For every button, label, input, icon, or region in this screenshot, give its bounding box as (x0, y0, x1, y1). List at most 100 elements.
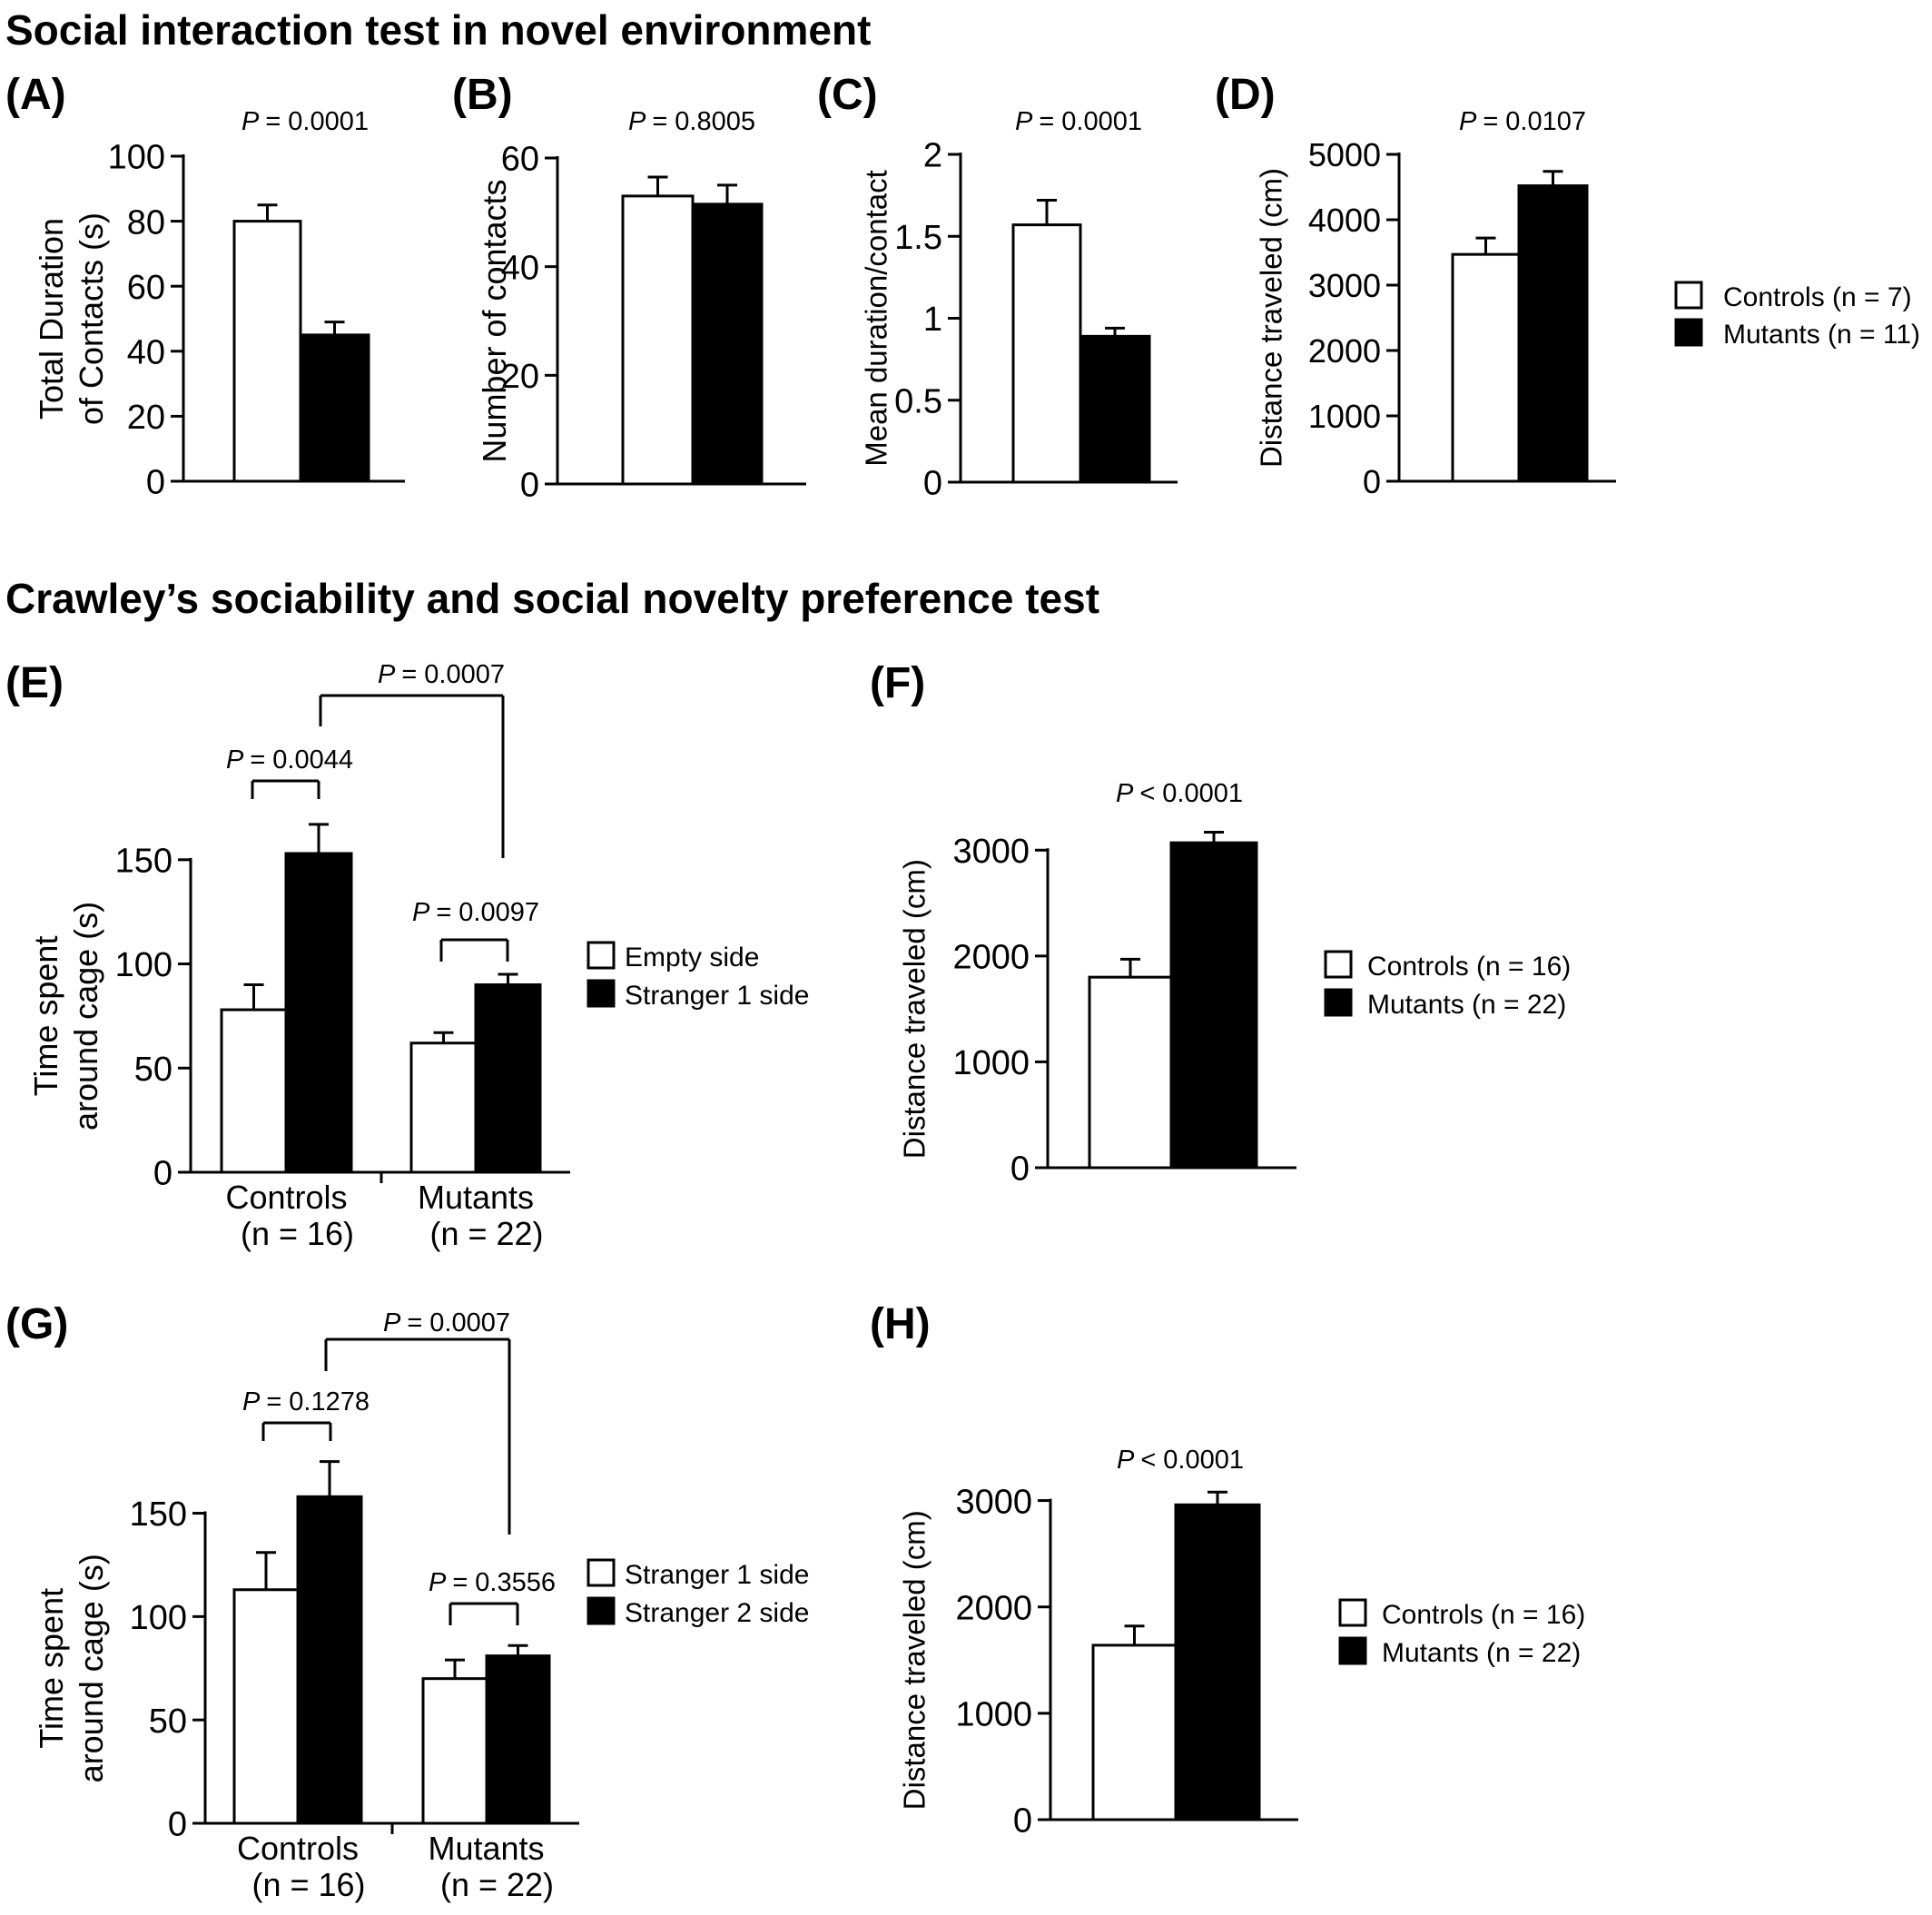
y-tick-label-e: 100 (115, 946, 172, 984)
p-value-b: P = 0.8005 (628, 107, 755, 136)
y-tick-label-g: 50 (149, 1703, 187, 1741)
legend-label-f-0: Controls (n = 16) (1367, 952, 1571, 982)
p-value-f: P < 0.0001 (1116, 779, 1243, 808)
y-tick-label-e: 0 (153, 1155, 172, 1193)
y-tick-label-f: 1000 (952, 1044, 1030, 1082)
legend-swatch-h-0 (1338, 1598, 1367, 1627)
y-tick-label-a: 80 (127, 203, 165, 242)
p-value-h: P < 0.0001 (1117, 1446, 1244, 1475)
p-value-e-1: P = 0.0097 (412, 898, 539, 927)
legend-label-g-0: Stranger 1 side (625, 1560, 809, 1590)
section-title-top: Social interaction test in novel environ… (5, 6, 872, 54)
p-value-g-0: P = 0.1278 (242, 1387, 370, 1417)
legend-label-g-1: Stranger 2 side (625, 1598, 809, 1628)
bar-h-mutants (1174, 1503, 1261, 1821)
legend-label-e-1: Stranger 1 side (625, 981, 809, 1011)
bar-e-group0-series0 (220, 1008, 288, 1174)
legend-label-e-0: Empty side (625, 943, 759, 972)
y-axis-label-e: Time spent (27, 936, 64, 1097)
y-tick-label-e: 150 (115, 843, 172, 881)
y-tick-label-c: 1 (923, 301, 942, 339)
bar-g-group1-series1 (485, 1654, 551, 1825)
panel-label-h: (H) (870, 1300, 931, 1348)
legend-label-d-0: Controls (n = 7) (1723, 282, 1912, 312)
y-axis-label-d: Distance traveled (cm) (1254, 168, 1287, 468)
x-category-label-e: Controls (225, 1179, 347, 1216)
y-tick-label-a: 60 (127, 269, 165, 307)
legend-swatch-e-1 (586, 979, 616, 1008)
y-tick-label-c: 1.5 (894, 219, 942, 257)
panel-label-c: (C) (817, 71, 878, 119)
p-value-e-0: P = 0.0044 (226, 745, 353, 775)
panel-label-b: (B) (452, 71, 513, 119)
bar-c-controls (1011, 223, 1082, 484)
panel-label-e: (E) (5, 659, 64, 707)
y-tick-label-c: 0 (923, 465, 942, 503)
bar-f-mutants (1169, 841, 1258, 1170)
legend-swatch-f-1 (1324, 988, 1353, 1017)
bar-e-group0-series1 (284, 852, 353, 1174)
x-category-label-g: Mutants (428, 1830, 544, 1867)
y-axis-label-e: around cage (s) (67, 902, 104, 1130)
p-value-a: P = 0.0001 (242, 107, 369, 136)
y-tick-label-b: 0 (520, 467, 539, 505)
panel-label-f: (F) (870, 659, 925, 707)
p-value-e-2: P = 0.0007 (378, 660, 505, 689)
legend-label-h-0: Controls (n = 16) (1382, 1600, 1585, 1630)
legend-swatch-d-0 (1674, 281, 1703, 310)
x-category-label-e: Mutants (418, 1179, 534, 1216)
p-value-d: P = 0.0107 (1459, 107, 1586, 136)
y-axis-label-g: around cage (s) (73, 1554, 110, 1782)
y-tick-label-g: 100 (130, 1599, 187, 1637)
bar-c-mutants (1079, 334, 1151, 484)
bar-b-controls (621, 194, 695, 486)
y-tick-label-d: 0 (1363, 463, 1381, 500)
p-value-c: P = 0.0001 (1015, 107, 1142, 136)
bar-d-mutants (1517, 184, 1589, 483)
panel-label-d: (D) (1215, 71, 1276, 119)
y-tick-label-h: 2000 (955, 1589, 1032, 1627)
y-tick-label-e: 50 (134, 1051, 172, 1089)
panel-label-g: (G) (5, 1300, 68, 1348)
legend-label-f-1: Mutants (n = 22) (1367, 990, 1566, 1020)
y-tick-label-d: 1000 (1308, 398, 1381, 435)
legend-label-d-1: Mutants (n = 11) (1723, 320, 1920, 350)
y-tick-label-b: 40 (501, 249, 539, 287)
legend-swatch-f-0 (1324, 950, 1353, 979)
p-value-g-1: P = 0.3556 (429, 1568, 556, 1597)
y-tick-label-f: 0 (1010, 1150, 1030, 1189)
y-tick-label-h: 1000 (955, 1696, 1032, 1734)
x-category-n-e: (n = 22) (429, 1215, 543, 1252)
bar-d-controls (1451, 252, 1521, 483)
y-axis-label-g: Time spent (33, 1588, 70, 1749)
section-title-bottom: Crawley’s sociability and social novelty… (5, 575, 1100, 622)
y-tick-label-b: 20 (501, 358, 539, 396)
legend-label-h-1: Mutants (n = 22) (1382, 1638, 1581, 1668)
y-tick-label-d: 4000 (1308, 202, 1381, 239)
panel-label-a: (A) (5, 71, 66, 119)
legend-swatch-d-1 (1674, 318, 1703, 347)
y-axis-label-b: Number of contacts (476, 179, 513, 462)
y-axis-label-a: Total Duration (33, 218, 70, 420)
y-tick-label-a: 100 (108, 139, 165, 177)
bar-a-controls (232, 220, 302, 483)
x-category-n-g: (n = 16) (251, 1866, 365, 1903)
p-value-g-2: P = 0.0007 (383, 1308, 510, 1338)
y-tick-label-f: 3000 (952, 833, 1030, 871)
y-tick-label-a: 40 (127, 333, 165, 371)
legend-swatch-h-1 (1338, 1636, 1367, 1665)
bar-a-mutants (299, 333, 370, 483)
y-axis-label-c: Mean duration/contact (859, 170, 892, 467)
y-tick-label-c: 2 (923, 137, 942, 175)
y-tick-label-d: 3000 (1308, 267, 1381, 304)
bar-g-group0-series1 (296, 1495, 363, 1825)
y-tick-label-g: 150 (130, 1495, 187, 1534)
y-tick-label-a: 20 (127, 399, 165, 437)
legend-swatch-g-1 (586, 1596, 616, 1625)
bar-b-mutants (691, 202, 764, 486)
x-category-n-g: (n = 22) (440, 1866, 554, 1903)
y-tick-label-f: 2000 (952, 939, 1030, 977)
y-tick-label-h: 0 (1013, 1802, 1032, 1841)
y-tick-label-g: 0 (168, 1806, 187, 1844)
bar-f-controls (1088, 975, 1173, 1170)
